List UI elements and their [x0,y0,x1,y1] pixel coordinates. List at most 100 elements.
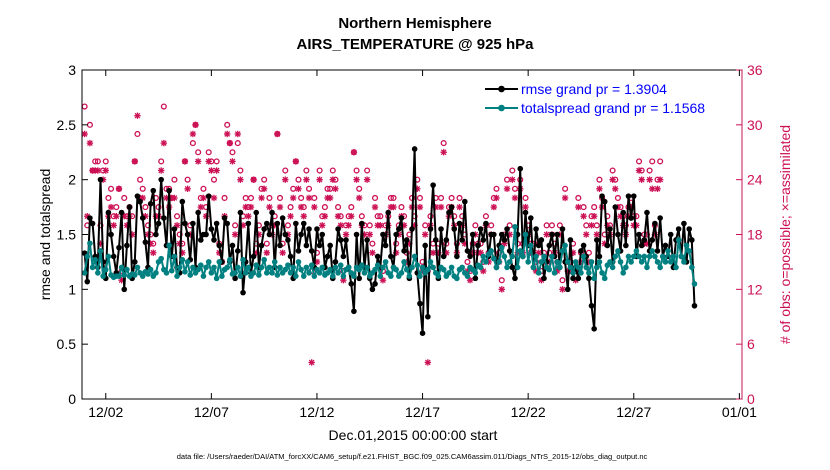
obs-assimilated-stroke [377,222,384,229]
totalspread-point [588,259,595,265]
x-tick-label: 12/22 [511,404,546,420]
totalspread-point [240,256,246,263]
rmse-point [586,275,592,282]
obs-assimilated-stroke [102,167,109,174]
rmse-point [538,237,545,243]
totalspread-point [686,248,692,254]
y2-tick-label: 18 [747,227,763,243]
totalspread-point [419,264,426,271]
obs-assimilated-marker [184,185,191,193]
obs-assimilated-marker [134,112,141,119]
obs-assimilated-stroke [134,112,141,119]
obs-possible-marker [614,194,621,201]
totalspread-point [504,264,510,271]
obs-possible-marker [559,277,566,284]
rmse-point [623,242,629,249]
totalspread-point [153,270,159,276]
obs-assimilated-stroke [211,195,217,201]
obs-possible-marker [113,204,120,211]
rmse-point [137,198,143,205]
obs-possible-marker [416,194,423,201]
obs-possible-marker [596,176,603,183]
obs-assimilated-stroke [234,131,241,137]
totalspread-point [176,264,183,271]
totalspread-point [535,270,542,276]
rmse-point [469,231,476,238]
totalspread-point [345,264,352,271]
y-tick-label: 3 [68,62,76,78]
totalspread-point [359,262,365,269]
totalspread-point [195,266,201,273]
rmse-point [443,237,450,243]
totalspread-point [374,262,381,269]
rmse-point [340,253,347,260]
rmse-point [396,226,402,232]
obs-assimilated-marker [377,222,384,229]
obs-assimilated-stroke [580,213,587,220]
obs-assimilated-marker [226,139,234,147]
obs-possible-marker [437,194,445,201]
totalspread-point [227,256,233,263]
totalspread-point [520,253,526,260]
rmse-point [303,242,310,249]
totalspread-point [97,248,104,254]
obs-assimilated-stroke [113,213,120,220]
obs-assimilated-marker [390,203,397,211]
totalspread-point [81,270,88,276]
totalspread-point [512,224,518,230]
totalspread-point [583,264,590,271]
obs-possible-marker [142,204,149,211]
rmse-point [208,226,215,232]
obs-assimilated-stroke [559,286,566,293]
obs-assimilated-stroke [440,149,447,156]
obs-possible-marker [210,176,218,183]
obs-assimilated-marker [440,149,447,156]
rmse-point [337,237,344,243]
obs-assimilated-stroke [150,249,157,256]
obs-assimilated-marker [102,167,109,174]
obs-assimilated-marker [292,158,300,165]
totalspread-point [620,270,626,276]
obs-possible-marker [348,204,355,211]
totalspread-point [295,259,302,265]
totalspread-point [102,266,109,273]
totalspread-point [612,253,619,260]
obs-assimilated-stroke [158,167,165,174]
totalspread-point [636,253,642,260]
obs-possible-marker [276,194,284,201]
totalspread-point [213,275,220,282]
obs-assimilated-stroke [609,176,616,183]
obs-assimilated-marker [437,203,445,211]
rmse-point [158,176,164,183]
obs-assimilated-stroke [287,213,294,220]
obs-assimilated-stroke [205,158,212,165]
obs-assimilated-marker [345,222,352,229]
totalspread-point [673,264,679,271]
rmse-point [359,220,365,227]
rmse-point [464,248,471,254]
totalspread-point [530,264,537,271]
rmse-point [398,215,405,221]
obs-possible-marker [369,240,376,247]
obs-assimilated-marker [81,130,88,138]
legend-spread-marker [498,104,505,112]
obs-possible-marker [139,185,146,192]
rmse-point [369,286,376,293]
obs-assimilated-stroke [638,176,645,183]
obs-possible-marker [221,194,228,201]
rmse-point [306,226,312,232]
rmse-point [234,248,241,254]
totalspread-point [572,259,579,265]
obs-assimilated-stroke [200,195,207,201]
rmse-point [535,242,542,249]
rmse-point [612,204,619,210]
rmse-point [607,226,613,232]
rmse-point [171,226,178,232]
obs-assimilated-marker [107,203,115,211]
rmse-point [105,209,112,216]
totalspread-point [351,273,357,279]
obs-assimilated-stroke [467,277,473,284]
obs-possible-marker [522,194,529,201]
totalspread-point [132,272,138,278]
obs-assimilated-marker [300,213,307,220]
